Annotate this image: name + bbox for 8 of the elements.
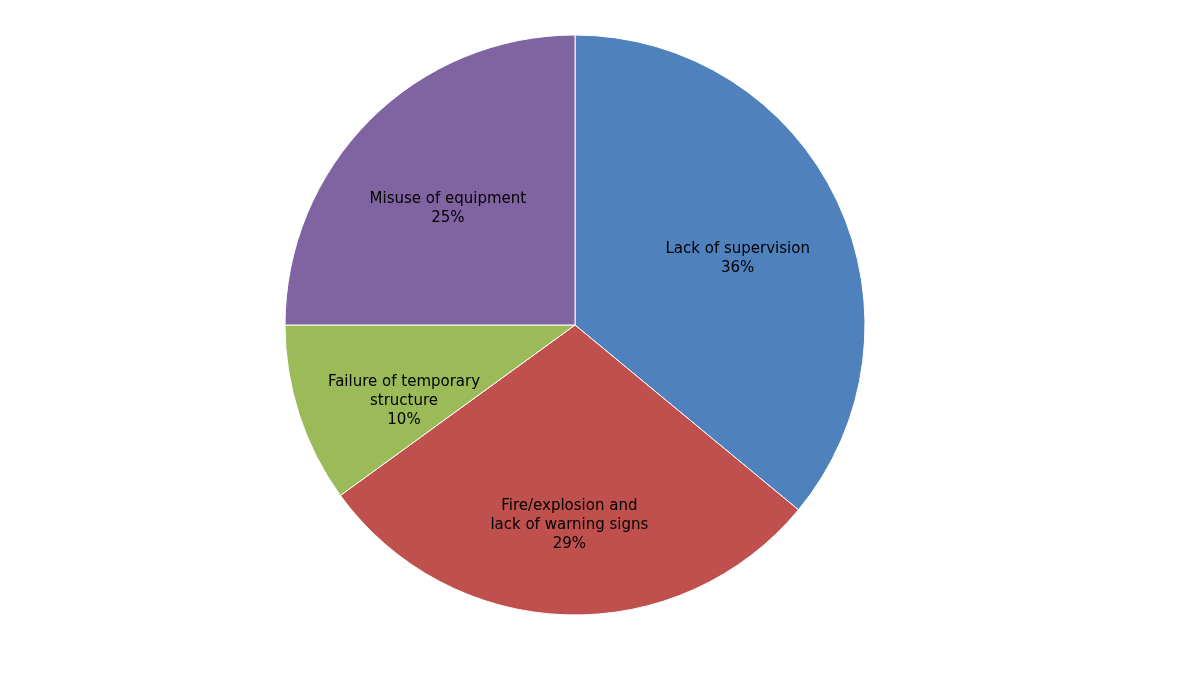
data-label: 36% [721,258,755,277]
data-label: 29% [552,533,587,552]
slice-label: Misuse of equipment [369,188,527,207]
slice-label: Fire/explosion and lack of warning signs [490,495,649,533]
slice-label: Lack of supervision [665,239,810,258]
data-label: 10% [387,409,421,428]
data-label: 25% [431,207,465,226]
slice-label: Failure of temporary structure [327,371,481,409]
